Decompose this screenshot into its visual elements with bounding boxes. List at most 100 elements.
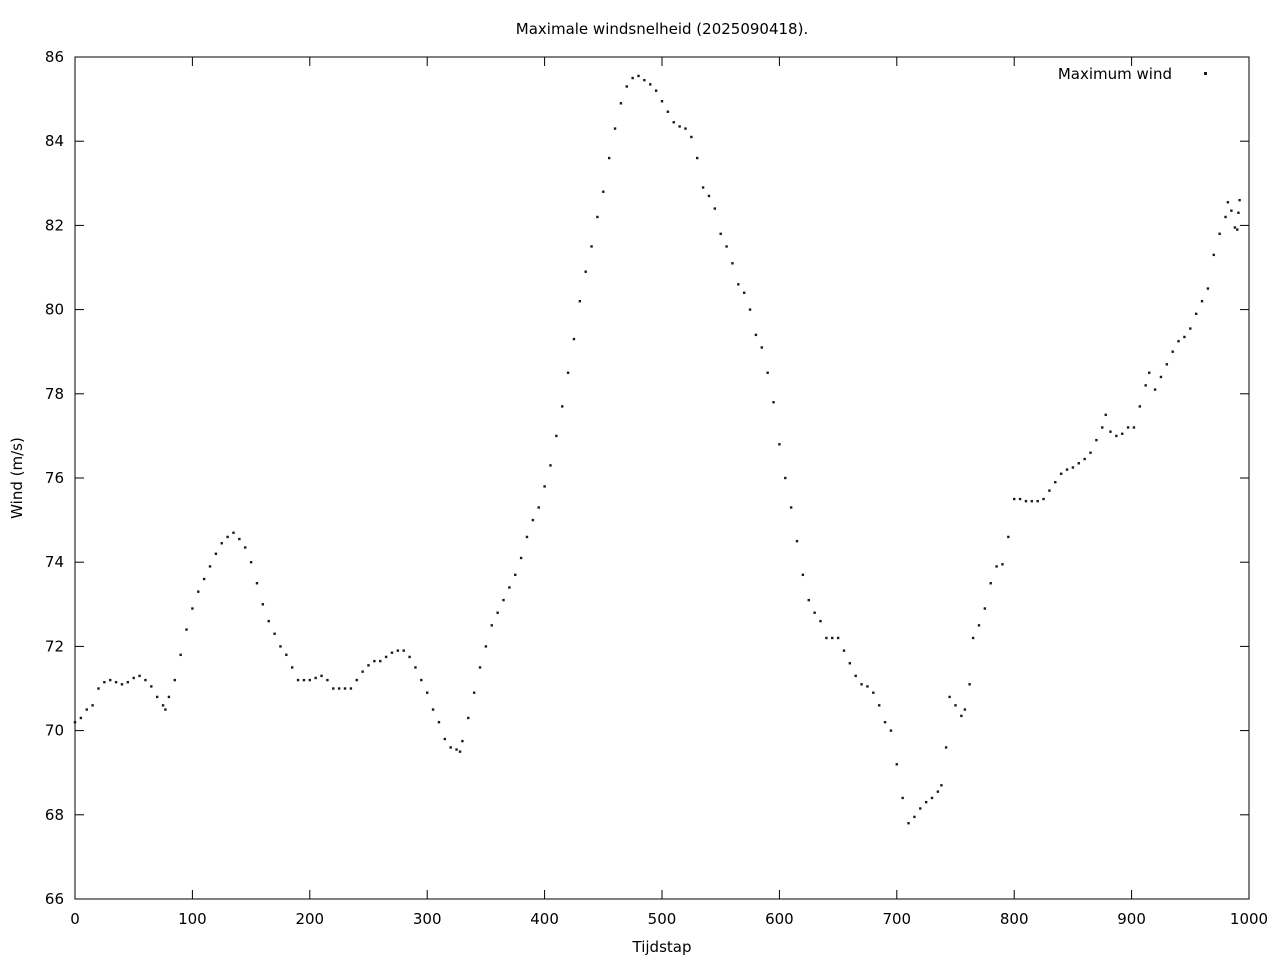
- data-point: [1224, 215, 1227, 219]
- data-point: [226, 535, 229, 539]
- data-point: [519, 556, 523, 560]
- data-point: [343, 687, 347, 690]
- data-point: [138, 674, 141, 678]
- data-point: [261, 603, 265, 606]
- data-point: [472, 691, 476, 694]
- data-point: [290, 666, 294, 669]
- data-point: [379, 659, 382, 663]
- data-point: [1153, 388, 1157, 391]
- data-point: [1001, 563, 1004, 566]
- data-point: [637, 74, 640, 78]
- data-point: [109, 678, 112, 682]
- data-point: [85, 708, 88, 711]
- x-tick-label: 400: [530, 910, 559, 928]
- data-point: [244, 546, 247, 549]
- legend: Maximum wind: [1058, 65, 1207, 83]
- data-point: [79, 716, 83, 720]
- x-tick-label: 900: [1117, 910, 1146, 928]
- data-point: [1101, 426, 1104, 429]
- data-point: [161, 704, 165, 707]
- data-point: [1054, 481, 1057, 484]
- legend-marker: [1204, 72, 1207, 75]
- legend-label: Maximum wind: [1058, 65, 1172, 83]
- data-point: [103, 680, 106, 684]
- data-point: [607, 156, 611, 160]
- chart-title: Maximale windsnelheid (2025090418).: [516, 20, 808, 38]
- data-point: [1159, 375, 1163, 379]
- data-point: [202, 577, 206, 581]
- x-tick-label: 500: [648, 910, 677, 928]
- data-point: [813, 611, 816, 614]
- data-point: [748, 308, 752, 311]
- data-point: [819, 619, 822, 623]
- data-point: [1115, 434, 1118, 438]
- data-point: [566, 371, 570, 374]
- data-point: [872, 691, 875, 694]
- data-point: [795, 539, 799, 543]
- data-point: [719, 232, 722, 236]
- data-point: [940, 784, 943, 787]
- data-point: [584, 270, 587, 273]
- data-point: [842, 649, 846, 652]
- data-point: [590, 245, 593, 248]
- data-point: [308, 678, 311, 682]
- data-point: [150, 685, 153, 688]
- data-point: [126, 680, 130, 684]
- data-point: [273, 632, 276, 635]
- data-point: [678, 125, 681, 128]
- data-point: [91, 704, 94, 707]
- data-point: [989, 582, 992, 585]
- data-point: [963, 708, 967, 711]
- data-point: [1132, 426, 1136, 429]
- data-point: [789, 506, 793, 509]
- data-point: [1109, 430, 1112, 433]
- data-point: [326, 678, 329, 682]
- data-point: [907, 822, 910, 825]
- data-point: [1236, 228, 1239, 231]
- data-point: [1138, 405, 1142, 408]
- data-point: [164, 708, 167, 711]
- data-point: [944, 746, 948, 749]
- data-point: [373, 659, 376, 663]
- data-point: [437, 720, 441, 724]
- data-point: [555, 434, 558, 438]
- data-point: [458, 750, 462, 753]
- data-point: [1230, 209, 1233, 212]
- y-tick-label: 80: [45, 301, 64, 319]
- data-point: [267, 619, 270, 623]
- data-point: [73, 720, 77, 724]
- data-point: [420, 678, 423, 682]
- data-point: [778, 443, 781, 446]
- x-axis-label: Tijdstap: [632, 938, 692, 956]
- data-point: [1206, 287, 1210, 290]
- data-point: [302, 678, 306, 682]
- y-axis-label: Wind (m/s): [8, 437, 26, 519]
- data-point: [1212, 253, 1215, 257]
- data-point: [924, 800, 928, 804]
- data-point: [155, 695, 159, 699]
- data-point: [848, 662, 852, 665]
- data-point: [208, 565, 212, 568]
- data-point: [408, 655, 411, 659]
- x-tick-label: 0: [70, 910, 80, 928]
- data-point: [384, 655, 388, 659]
- data-point: [684, 127, 687, 130]
- data-point: [1089, 451, 1092, 454]
- data-point: [185, 628, 188, 631]
- data-point: [1077, 462, 1080, 465]
- data-point: [1144, 384, 1147, 387]
- data-point: [537, 506, 540, 509]
- data-points: [73, 74, 1241, 825]
- data-point: [249, 561, 253, 564]
- data-point: [414, 666, 417, 669]
- data-point: [649, 83, 652, 86]
- data-point: [919, 807, 922, 810]
- data-point: [478, 666, 482, 669]
- data-point: [625, 85, 628, 88]
- data-point: [332, 687, 335, 690]
- data-point: [1148, 371, 1151, 374]
- y-tick-label: 82: [45, 216, 64, 234]
- data-point: [1218, 232, 1221, 236]
- data-point: [631, 76, 634, 80]
